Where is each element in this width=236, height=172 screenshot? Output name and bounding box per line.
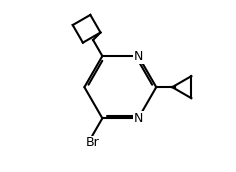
Text: N: N — [134, 50, 143, 63]
Text: N: N — [134, 112, 143, 125]
Text: Br: Br — [86, 137, 99, 149]
